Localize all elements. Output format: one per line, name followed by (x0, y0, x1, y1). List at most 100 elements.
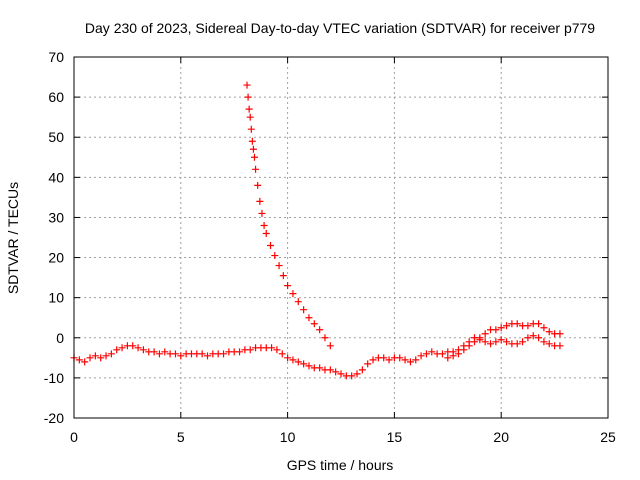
data-point (300, 306, 308, 314)
data-point (244, 93, 252, 101)
series-descending-branch (243, 81, 334, 350)
data-point (471, 334, 478, 342)
data-point (476, 336, 484, 344)
data-point (438, 350, 446, 358)
data-point (385, 356, 393, 364)
data-point (412, 356, 420, 364)
data-point (139, 346, 147, 354)
y-tick-label: 20 (48, 250, 64, 266)
data-point (97, 354, 105, 362)
data-point (310, 320, 318, 328)
data-point (204, 352, 211, 360)
data-point (294, 358, 302, 366)
data-point (102, 352, 110, 360)
data-point (258, 209, 266, 217)
y-tick-label: 30 (48, 209, 64, 225)
data-point (252, 165, 260, 173)
data-point (348, 372, 356, 380)
data-point (481, 330, 489, 338)
data-point (300, 360, 308, 368)
data-point (428, 348, 436, 356)
data-point (75, 356, 83, 364)
x-tick-labels: 0 5 10 15 20 25 (70, 429, 616, 445)
data-point (254, 181, 262, 189)
data-point (245, 105, 253, 113)
data-point (503, 338, 511, 346)
data-point (316, 364, 324, 372)
data-point (279, 272, 287, 280)
data-point (524, 322, 532, 330)
x-tick-label: 10 (280, 429, 296, 445)
data-point (358, 366, 366, 374)
data-point (220, 350, 228, 358)
data-point (247, 125, 255, 133)
data-point (171, 350, 179, 358)
data-point (540, 324, 548, 332)
data-point (155, 350, 163, 358)
data-point (396, 354, 404, 362)
y-tick-label: -20 (44, 410, 64, 426)
y-tick-label: -10 (44, 370, 64, 386)
data-point (246, 113, 254, 121)
data-point (134, 344, 142, 352)
data-point (305, 314, 313, 322)
series-late-band (444, 332, 564, 362)
y-tick-label: 10 (48, 290, 64, 306)
data-point (249, 145, 257, 153)
data-point (406, 358, 414, 366)
data-point (243, 81, 251, 89)
data-point (236, 348, 244, 356)
data-points (70, 81, 564, 380)
y-tick-label: 40 (48, 169, 64, 185)
data-point (513, 320, 521, 328)
data-point (380, 354, 388, 362)
data-point (289, 356, 297, 364)
data-point (332, 368, 340, 376)
data-point (294, 298, 302, 306)
data-point (326, 366, 334, 374)
x-tick-label: 25 (600, 429, 616, 445)
data-point (113, 346, 121, 354)
y-axis-label: SDTVAR / TECUs (5, 182, 21, 294)
data-point (278, 350, 286, 358)
data-point (535, 334, 543, 342)
data-point (545, 340, 553, 348)
data-point (487, 340, 495, 348)
data-point (497, 324, 505, 332)
data-point (364, 360, 372, 368)
data-point (275, 262, 283, 270)
data-point (267, 242, 275, 250)
data-point (107, 350, 115, 358)
data-point (513, 340, 521, 348)
data-point (271, 252, 279, 260)
data-point (529, 332, 537, 340)
data-point (524, 334, 532, 342)
data-point (492, 338, 500, 346)
data-point (545, 328, 553, 336)
series-main-track (70, 320, 564, 380)
data-point (262, 229, 270, 237)
data-point (248, 137, 256, 145)
y-tick-label: 0 (56, 330, 64, 346)
data-point (284, 354, 292, 362)
x-axis-label: GPS time / hours (287, 457, 394, 473)
y-tick-labels: -20 -10 0 10 20 30 40 50 60 70 (44, 49, 64, 426)
axis-ticks (73, 56, 609, 419)
data-point (161, 348, 169, 356)
data-point (198, 350, 206, 358)
data-point (321, 334, 329, 342)
data-point (449, 352, 457, 360)
data-point (177, 352, 185, 360)
data-point (268, 344, 276, 352)
x-tick-label: 15 (387, 429, 403, 445)
data-point (260, 221, 268, 229)
y-tick-label: 50 (48, 129, 64, 145)
data-point (250, 153, 258, 161)
data-point (422, 350, 430, 358)
grid-lines (74, 57, 608, 418)
data-point (454, 346, 462, 354)
data-point (492, 326, 500, 334)
data-point (91, 352, 99, 360)
data-point (369, 356, 377, 364)
